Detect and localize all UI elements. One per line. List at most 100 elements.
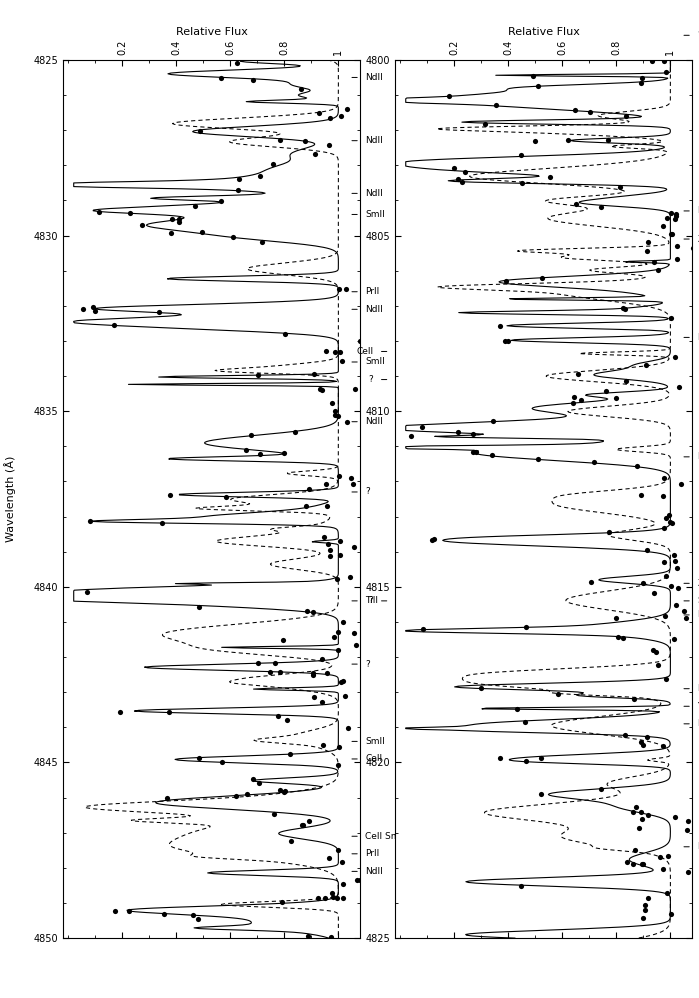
Point — [331, 571, 343, 587]
Point — [494, 318, 505, 334]
Point — [279, 445, 290, 461]
Text: NdII: NdII — [366, 189, 383, 198]
Point — [329, 629, 340, 645]
Point — [615, 179, 626, 195]
Point — [231, 55, 243, 71]
Point — [308, 667, 319, 683]
Point — [692, 245, 699, 260]
Point — [457, 174, 468, 190]
Point — [334, 547, 345, 563]
Point — [338, 875, 349, 891]
Point — [568, 389, 579, 405]
Point — [515, 147, 526, 163]
Point — [620, 373, 631, 389]
Point — [333, 280, 344, 296]
Text: CeII: CeII — [366, 754, 382, 763]
Point — [327, 889, 338, 905]
Point — [650, 644, 661, 660]
Point — [658, 554, 670, 570]
Point — [630, 842, 641, 858]
Point — [349, 625, 360, 641]
Point — [280, 326, 291, 342]
Point — [630, 799, 642, 815]
Point — [282, 712, 293, 728]
Point — [194, 123, 206, 139]
Point — [286, 833, 297, 849]
Point — [682, 864, 693, 880]
Point — [158, 906, 169, 922]
Point — [416, 419, 427, 435]
Point — [317, 737, 329, 752]
Point — [658, 520, 669, 536]
Text: NdII: NdII — [698, 452, 699, 461]
Point — [336, 108, 347, 124]
Point — [658, 861, 669, 877]
Point — [500, 272, 512, 288]
Point — [653, 658, 664, 674]
Point — [519, 714, 531, 730]
Point — [350, 380, 361, 396]
Point — [337, 673, 348, 689]
Point — [240, 442, 252, 458]
Point — [490, 97, 501, 113]
Point — [320, 343, 331, 359]
Point — [535, 749, 547, 765]
Point — [245, 427, 257, 443]
Point — [173, 215, 185, 231]
Point — [347, 476, 359, 492]
Point — [330, 406, 341, 422]
Text: ?: ? — [368, 597, 373, 606]
X-axis label: Relative Flux: Relative Flux — [507, 28, 579, 38]
Point — [329, 403, 340, 419]
Point — [631, 457, 642, 473]
Point — [642, 729, 653, 745]
Point — [324, 110, 336, 126]
Point — [319, 529, 330, 545]
Point — [692, 238, 699, 253]
Point — [269, 805, 280, 821]
Point — [568, 395, 579, 411]
Point — [658, 470, 670, 486]
Point — [322, 536, 333, 552]
Point — [470, 444, 482, 460]
Text: ZrI: ZrI — [698, 235, 699, 244]
Point — [187, 906, 199, 922]
Point — [303, 813, 315, 829]
Point — [480, 116, 491, 132]
Text: ?: ? — [698, 31, 699, 40]
Point — [537, 270, 548, 286]
Point — [82, 584, 93, 600]
Point — [640, 901, 651, 917]
Point — [635, 487, 647, 503]
Point — [528, 68, 539, 84]
Point — [360, 563, 371, 579]
Point — [333, 408, 344, 424]
Point — [317, 652, 328, 668]
Point — [635, 803, 646, 819]
Point — [193, 599, 204, 615]
Point — [617, 300, 628, 316]
Point — [428, 531, 440, 547]
Point — [642, 244, 653, 259]
Point — [153, 303, 164, 319]
Point — [649, 254, 660, 270]
Point — [252, 367, 264, 383]
Point — [124, 205, 136, 221]
Point — [660, 510, 671, 526]
Point — [652, 261, 663, 277]
Point — [312, 890, 324, 906]
Point — [586, 574, 597, 590]
Point — [277, 632, 288, 648]
Point — [570, 197, 582, 213]
Point — [633, 819, 644, 835]
Point — [487, 413, 498, 429]
Point — [247, 771, 259, 787]
Point — [346, 470, 357, 486]
Point — [77, 301, 88, 317]
Text: TiII: TiII — [366, 597, 378, 606]
Point — [516, 175, 527, 191]
Point — [278, 783, 289, 799]
Point — [660, 672, 671, 688]
Point — [468, 444, 479, 460]
Point — [515, 877, 526, 893]
